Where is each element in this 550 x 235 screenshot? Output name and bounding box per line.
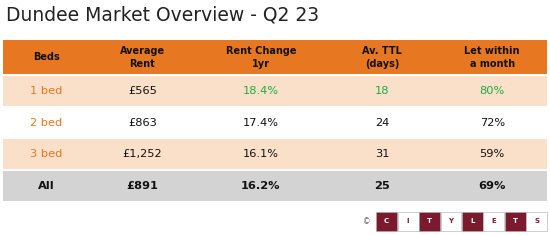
Bar bbox=[327, 75, 437, 107]
Bar bbox=[327, 170, 437, 202]
Bar bbox=[419, 212, 440, 231]
Bar bbox=[437, 75, 547, 107]
Bar bbox=[327, 138, 437, 170]
Bar bbox=[3, 138, 90, 170]
Text: I: I bbox=[407, 219, 409, 224]
Bar bbox=[90, 138, 195, 170]
Text: 72%: 72% bbox=[480, 118, 505, 128]
Bar bbox=[437, 170, 547, 202]
Text: Let within
a month: Let within a month bbox=[465, 46, 520, 69]
Bar bbox=[327, 40, 437, 75]
Bar bbox=[376, 212, 397, 231]
Bar bbox=[3, 170, 90, 202]
Text: C: C bbox=[384, 219, 389, 224]
Bar bbox=[90, 170, 195, 202]
Text: L: L bbox=[470, 219, 475, 224]
Bar bbox=[441, 212, 461, 231]
Text: T: T bbox=[427, 219, 432, 224]
Text: 18: 18 bbox=[375, 86, 389, 96]
Text: 18.4%: 18.4% bbox=[243, 86, 279, 96]
Bar bbox=[437, 107, 547, 138]
Text: 31: 31 bbox=[375, 149, 389, 159]
Bar bbox=[327, 107, 437, 138]
Text: Beds: Beds bbox=[33, 52, 60, 62]
Text: 2 bed: 2 bed bbox=[30, 118, 63, 128]
Text: 3 bed: 3 bed bbox=[30, 149, 63, 159]
Bar bbox=[195, 138, 327, 170]
Bar bbox=[526, 212, 547, 231]
Bar bbox=[483, 212, 504, 231]
Bar bbox=[195, 40, 327, 75]
Bar bbox=[90, 75, 195, 107]
Bar bbox=[195, 75, 327, 107]
Bar bbox=[505, 212, 526, 231]
Text: Average
Rent: Average Rent bbox=[120, 46, 165, 69]
Bar bbox=[90, 40, 195, 75]
Text: Av. TTL
(days): Av. TTL (days) bbox=[362, 46, 402, 69]
Text: 24: 24 bbox=[375, 118, 389, 128]
Bar bbox=[195, 107, 327, 138]
Text: 17.4%: 17.4% bbox=[243, 118, 279, 128]
Text: S: S bbox=[534, 219, 540, 224]
Bar bbox=[437, 138, 547, 170]
Text: 69%: 69% bbox=[478, 181, 506, 191]
Text: Rent Change
1yr: Rent Change 1yr bbox=[226, 46, 296, 69]
Text: 80%: 80% bbox=[480, 86, 505, 96]
Bar bbox=[90, 107, 195, 138]
Bar bbox=[437, 40, 547, 75]
Text: E: E bbox=[492, 219, 496, 224]
Text: 1 bed: 1 bed bbox=[30, 86, 63, 96]
Bar bbox=[3, 75, 90, 107]
Text: £565: £565 bbox=[128, 86, 157, 96]
Bar bbox=[398, 212, 419, 231]
Text: 16.2%: 16.2% bbox=[241, 181, 280, 191]
Text: 25: 25 bbox=[375, 181, 390, 191]
Text: Y: Y bbox=[448, 219, 454, 224]
Text: ©: © bbox=[362, 217, 370, 226]
Text: All: All bbox=[38, 181, 55, 191]
Text: 16.1%: 16.1% bbox=[243, 149, 279, 159]
Text: £891: £891 bbox=[126, 181, 158, 191]
Text: £863: £863 bbox=[128, 118, 157, 128]
Text: 59%: 59% bbox=[480, 149, 505, 159]
Bar bbox=[3, 40, 90, 75]
Bar bbox=[195, 170, 327, 202]
Text: Dundee Market Overview - Q2 23: Dundee Market Overview - Q2 23 bbox=[6, 6, 318, 25]
Text: £1,252: £1,252 bbox=[123, 149, 162, 159]
Text: T: T bbox=[513, 219, 518, 224]
Bar bbox=[3, 107, 90, 138]
Bar bbox=[462, 212, 483, 231]
